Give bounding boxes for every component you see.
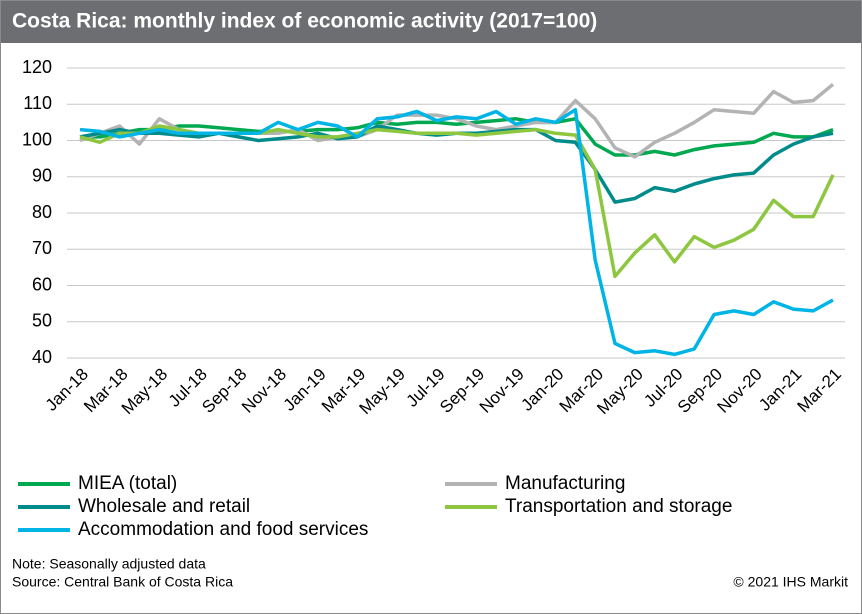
source: Source: Central Bank of Costa Rica: [12, 574, 233, 590]
y-tick-label: 100: [22, 129, 52, 149]
legend-label: Accommodation and food services: [78, 519, 368, 540]
legend-label: Transportation and storage: [505, 496, 732, 517]
copyright: © 2021 IHS Markit: [733, 574, 848, 590]
y-tick-label: 60: [32, 274, 52, 294]
title-bar: [1, 1, 861, 43]
y-tick-label: 110: [23, 93, 52, 113]
series-line: [79, 107, 834, 357]
legend-label: Wholesale and retail: [78, 496, 250, 517]
y-tick-label: 120: [22, 57, 52, 77]
chart-title: Costa Rica: monthly index of economic ac…: [12, 10, 597, 33]
series-line: [80, 117, 834, 157]
y-tick-label: 90: [32, 166, 52, 186]
y-tick-label: 70: [32, 238, 52, 258]
legend-label: Manufacturing: [505, 473, 625, 494]
y-tick-label: 40: [32, 347, 52, 367]
legend-label: MIEA (total): [78, 473, 177, 494]
y-tick-label: 80: [32, 202, 52, 222]
note: Note: Seasonally adjusted data: [12, 556, 206, 572]
y-tick-label: 50: [32, 311, 52, 331]
